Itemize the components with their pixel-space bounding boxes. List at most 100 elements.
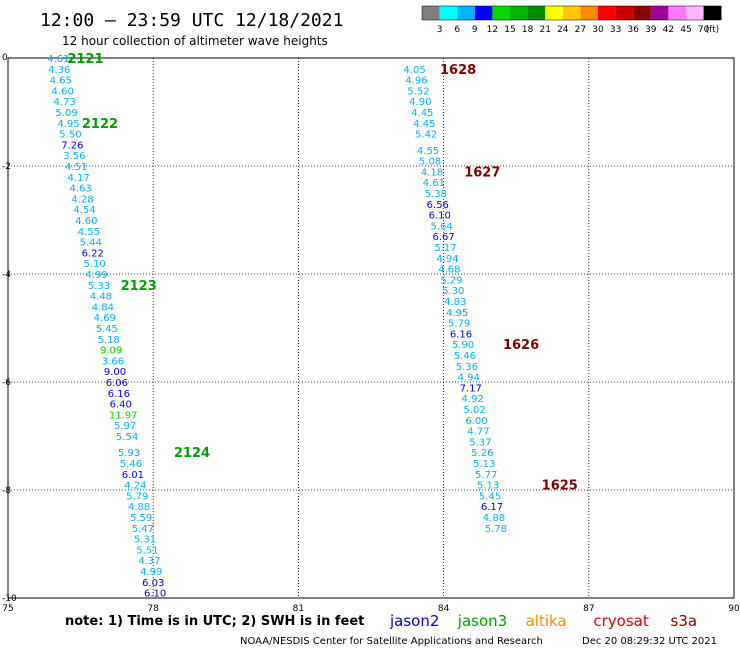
chart-subtitle: 12 hour collection of altimeter wave hei… — [62, 34, 328, 48]
swh-point: 6.03 — [142, 578, 164, 589]
swh-point: 5.93 — [118, 448, 140, 459]
swh-point: 6.16 — [108, 389, 130, 400]
pass-label: 1627 — [464, 165, 500, 180]
swh-point: 4.05 — [403, 65, 425, 76]
legend-label: 18 — [522, 25, 534, 35]
swh-point: 4.73 — [53, 97, 75, 108]
swh-point: 4.24 — [124, 481, 146, 492]
swh-point: 3.56 — [63, 151, 85, 162]
legend-swatch — [457, 6, 475, 20]
x-tick-label: 75 — [2, 604, 13, 614]
legend-label: 6 — [454, 25, 460, 35]
swh-point: 5.02 — [463, 405, 485, 416]
swh-point: 5.52 — [407, 86, 429, 97]
swh-point: 6.40 — [110, 400, 132, 411]
swh-point: 5.13 — [473, 459, 495, 470]
satellite-label-altika: altika — [526, 612, 567, 630]
swh-point: 4.90 — [409, 97, 431, 108]
swh-point: 5.37 — [469, 437, 491, 448]
swh-point: 4.60 — [52, 86, 74, 97]
legend-frame — [421, 5, 722, 21]
swh-point: 4.28 — [71, 194, 93, 205]
legend-swatch — [668, 6, 686, 20]
swh-point: 7.26 — [61, 140, 83, 151]
swh-point: 4.45 — [413, 119, 435, 130]
satellite-label-s3a: s3a — [671, 612, 698, 630]
swh-point: 4.95 — [57, 119, 79, 130]
legend-swatch — [545, 6, 563, 20]
swh-point: 5.08 — [419, 157, 441, 168]
swh-point: 5.26 — [471, 448, 493, 459]
pass-label: 2124 — [174, 446, 210, 461]
swh-point: 4.54 — [73, 205, 95, 216]
swh-point: 4.45 — [411, 108, 433, 119]
swh-point: 4.96 — [405, 76, 427, 87]
satellite-label-jason2: jason2 — [389, 612, 439, 630]
swh-point: 5.17 — [434, 243, 456, 254]
swh-point: 6.22 — [82, 248, 104, 259]
pass-label: 1626 — [503, 338, 539, 353]
x-tick-label: 81 — [293, 604, 304, 614]
footer-credit: NOAA/NESDIS Center for Satellite Applica… — [240, 636, 543, 647]
pass-label: 2122 — [82, 117, 118, 132]
swh-point: 5.33 — [88, 281, 110, 292]
swh-point: 4.99 — [140, 567, 162, 578]
pass-label: 2123 — [121, 279, 157, 294]
legend-label: 45 — [680, 25, 691, 35]
legend-swatch — [650, 6, 669, 20]
swh-point: 4.60 — [75, 216, 97, 227]
legend-label: 33 — [610, 25, 621, 35]
legend-label: 39 — [645, 25, 657, 35]
swh-point: 5.97 — [114, 421, 136, 432]
swh-point: 5.45 — [96, 324, 118, 335]
swh-point: 5.59 — [130, 513, 152, 524]
legend-label: 30 — [592, 25, 604, 35]
data-points: 4.614.364.654.604.735.094.955.507.263.56… — [47, 54, 507, 600]
legend-swatch — [439, 6, 458, 20]
swh-point: 5.46 — [454, 351, 476, 362]
x-tick-label: 78 — [147, 604, 159, 614]
swh-point: 5.47 — [132, 524, 154, 535]
swh-point: 5.50 — [59, 130, 81, 141]
swh-point: 4.83 — [444, 297, 466, 308]
legend-label: 21 — [539, 25, 550, 35]
legend-swatch — [633, 6, 651, 20]
swh-point: 4.65 — [50, 76, 72, 87]
swh-point: 6.56 — [427, 200, 449, 211]
swh-point: 5.46 — [120, 459, 142, 470]
swh-point: 4.94 — [436, 254, 458, 265]
swh-point: 5.10 — [84, 259, 106, 270]
footer-timestamp: Dec 20 08:29:32 UTC 2021 — [582, 636, 717, 647]
legend-swatch — [510, 6, 528, 20]
legend-label: 42 — [663, 25, 674, 35]
swh-point: 4.63 — [69, 184, 91, 195]
y-tick-label: -6 — [2, 378, 11, 388]
swh-point: 4.88 — [483, 513, 505, 524]
swh-point: 4.55 — [78, 227, 100, 238]
legend-swatch — [474, 6, 493, 20]
chart-title: 12:00 – 23:59 UTC 12/18/2021 — [40, 10, 343, 31]
swh-point: 6.67 — [432, 232, 454, 243]
legend-label: 36 — [627, 25, 639, 35]
x-tick-label: 87 — [583, 604, 594, 614]
pass-label: 1625 — [542, 479, 578, 494]
swh-point: 5.42 — [415, 130, 437, 141]
legend-swatch — [492, 6, 510, 20]
swh-point: 5.13 — [477, 481, 499, 492]
y-tick-label: -8 — [2, 486, 11, 496]
swh-point: 5.38 — [425, 189, 447, 200]
swh-point: 4.37 — [138, 556, 160, 567]
legend-label: 3 — [437, 25, 443, 35]
swh-point: 4.18 — [421, 167, 443, 178]
legend-label: 70 — [698, 25, 710, 35]
swh-point: 5.78 — [485, 524, 507, 535]
swh-point: 4.17 — [68, 173, 90, 184]
swh-point: 6.16 — [450, 329, 472, 340]
swh-point: 5.18 — [98, 335, 120, 346]
legend-label: 15 — [504, 25, 515, 35]
swh-point: 6.10 — [144, 589, 166, 600]
swh-point: 4.61 — [423, 178, 445, 189]
legend-swatch — [580, 6, 598, 20]
swh-point: 5.64 — [431, 221, 453, 232]
